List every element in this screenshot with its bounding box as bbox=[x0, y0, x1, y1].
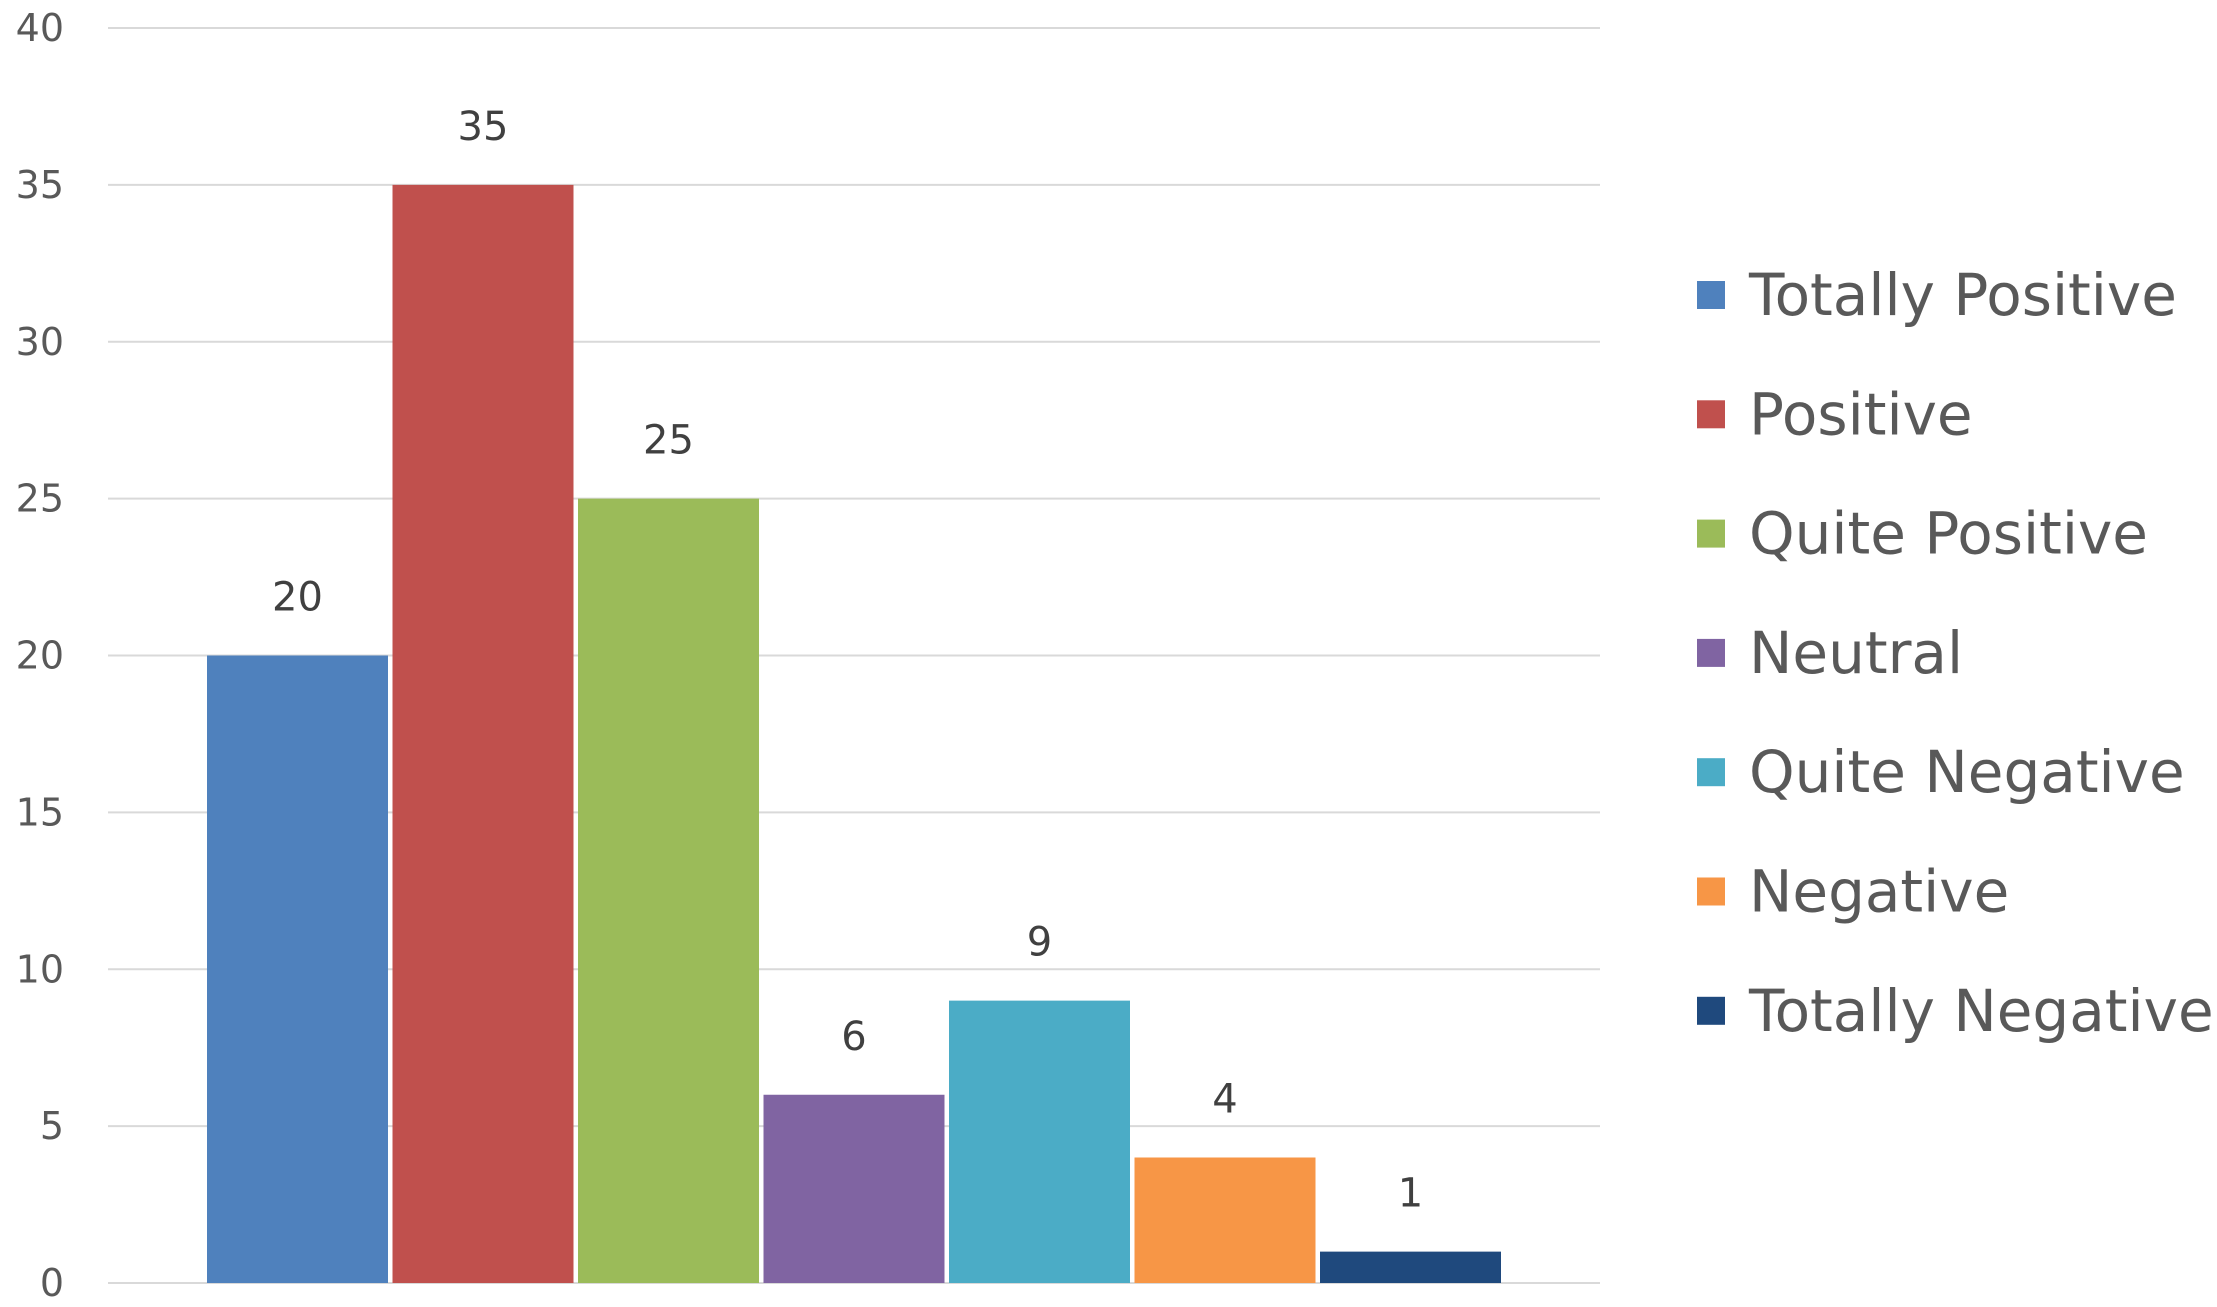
legend-label: Totally Negative bbox=[1748, 977, 2214, 1045]
y-tick-label: 15 bbox=[16, 790, 64, 834]
legend-swatch bbox=[1697, 758, 1725, 787]
y-tick-label: 25 bbox=[16, 477, 64, 521]
y-tick-label: 35 bbox=[16, 163, 64, 207]
y-tick-label: 40 bbox=[16, 6, 64, 50]
data-label: 1 bbox=[1398, 1171, 1423, 1217]
legend-swatch bbox=[1697, 519, 1725, 548]
bar-positive bbox=[392, 184, 574, 1283]
data-label: 35 bbox=[458, 104, 509, 150]
legend-swatch bbox=[1697, 996, 1725, 1025]
bar-quite-positive bbox=[578, 498, 759, 1283]
data-label: 6 bbox=[841, 1014, 866, 1060]
legend: Totally Positive Positive Quite Positive Ne… bbox=[1697, 261, 2214, 1045]
legend-label: Positive bbox=[1749, 380, 1973, 448]
y-tick-label: 20 bbox=[16, 634, 64, 678]
bar-negative bbox=[1134, 1157, 1316, 1283]
data-label: 9 bbox=[1027, 920, 1052, 966]
y-tick-label: 0 bbox=[40, 1261, 64, 1305]
legend-swatch bbox=[1697, 877, 1725, 906]
data-label: 4 bbox=[1212, 1077, 1237, 1123]
legend-label: Negative bbox=[1749, 858, 2009, 926]
legend-swatch bbox=[1697, 638, 1725, 667]
legend-label: Quite Positive bbox=[1749, 500, 2148, 568]
bars bbox=[207, 184, 1501, 1283]
y-tick-label: 10 bbox=[16, 947, 64, 991]
data-label: 20 bbox=[272, 575, 323, 621]
bar-quite-negative bbox=[949, 1000, 1130, 1283]
legend-label: Quite Negative bbox=[1749, 738, 2185, 806]
y-tick-label: 5 bbox=[40, 1104, 64, 1148]
data-labels: 20 35 25 6 9 4 1 bbox=[272, 104, 1423, 1217]
data-label: 25 bbox=[643, 418, 694, 464]
y-axis-tick-labels: 0 5 10 15 20 25 30 35 40 bbox=[16, 6, 64, 1305]
bar-totally-positive bbox=[207, 655, 388, 1283]
legend-label: Totally Positive bbox=[1748, 261, 2177, 329]
legend-label: Neutral bbox=[1749, 619, 1963, 687]
y-tick-label: 30 bbox=[16, 320, 64, 364]
bar-totally-negative bbox=[1320, 1251, 1501, 1283]
legend-swatch bbox=[1697, 281, 1725, 309]
bar-neutral bbox=[763, 1094, 945, 1283]
legend-swatch bbox=[1697, 400, 1725, 429]
